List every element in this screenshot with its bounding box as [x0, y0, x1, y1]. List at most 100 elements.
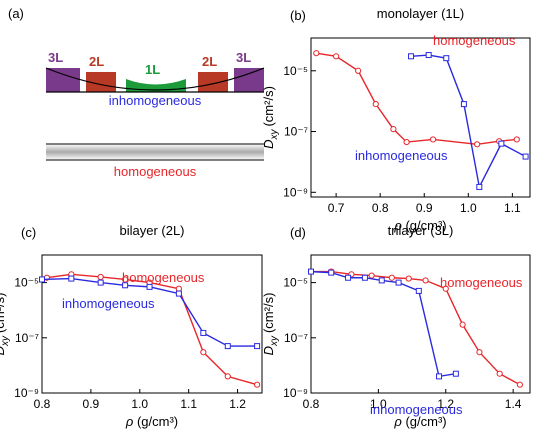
layer-label: 1L	[145, 62, 160, 77]
y-label-subscript: xy	[269, 129, 280, 141]
layer-block	[46, 68, 80, 92]
x-label-unit: (g/cm³)	[137, 414, 178, 429]
x-tick-label: 0.9	[416, 201, 433, 215]
y-label-symbol: D	[261, 140, 276, 149]
y-tick-label: 10⁻⁷	[284, 125, 308, 139]
layer-label: 2L	[202, 54, 217, 69]
y-axis-label: Dxy (cm²/s)	[0, 293, 11, 356]
marker	[200, 349, 207, 356]
series-label: inhomogeneous	[370, 402, 463, 417]
marker	[39, 276, 45, 283]
x-tick-label: 0.7	[328, 201, 345, 215]
marker	[224, 343, 231, 350]
y-axis-label: Dxy (cm²/s)	[261, 86, 280, 149]
marker	[522, 153, 529, 160]
marker	[175, 285, 182, 292]
marker	[513, 136, 520, 143]
marker	[422, 277, 429, 284]
chart-title: bilayer (2L)	[119, 223, 184, 238]
y-tick-label: 10⁻⁹	[14, 386, 39, 400]
layer-label: 3L	[236, 50, 251, 65]
marker	[254, 381, 261, 388]
plot-frame	[310, 254, 531, 394]
y-label-subscript: xy	[269, 335, 280, 347]
marker	[403, 138, 410, 146]
panel-label: (b)	[290, 8, 306, 23]
y-tick-label: 10⁻⁹	[283, 185, 308, 199]
marker	[328, 269, 335, 276]
series-label: inhomogeneous	[62, 296, 155, 311]
x-tick-label: 1.4	[505, 397, 522, 411]
panel-label: (d)	[290, 225, 306, 240]
plot-frame	[310, 37, 531, 198]
marker	[361, 274, 368, 281]
marker	[474, 141, 481, 148]
panel-label: (a)	[8, 6, 24, 21]
series-label: homogeneous	[122, 270, 205, 285]
x-tick-label: 1.0	[370, 397, 387, 411]
panel-label: (c)	[21, 225, 36, 240]
marker	[97, 273, 104, 281]
y-tick-label: 10⁻⁷	[284, 331, 308, 345]
marker	[425, 52, 432, 59]
x-tick-label: 0.8	[372, 201, 389, 215]
marker	[254, 343, 261, 350]
x-tick-label: 1.0	[460, 201, 477, 215]
series-line	[311, 270, 521, 386]
series-line	[46, 273, 258, 386]
x-axis-label: ρ (g/cm³)	[125, 414, 178, 429]
marker	[390, 126, 397, 133]
y-tick-label: 10⁻⁷	[15, 331, 39, 345]
marker	[313, 50, 320, 57]
x-axis-label: ρ (g/cm³)	[393, 414, 446, 429]
marker	[436, 373, 443, 380]
chart-title: trilayer (3L)	[388, 223, 454, 238]
marker	[516, 381, 523, 388]
x-label-symbol: ρ	[125, 414, 134, 429]
marker	[224, 373, 231, 380]
marker	[372, 101, 379, 108]
marker	[429, 136, 437, 143]
y-label-unit: (cm²/s)	[0, 293, 7, 333]
panel: (d) trilayer (3L) 0.8 1.0 1.2 1.4 10⁻⁹ 10⁻⁷ 10⁻⁵…	[261, 223, 531, 429]
caption: homogeneous	[114, 164, 197, 179]
layer-block	[126, 79, 186, 92]
x-label-symbol: ρ	[393, 414, 402, 429]
marker	[388, 274, 395, 281]
slab	[46, 144, 264, 160]
y-label-symbol: D	[0, 346, 7, 355]
layer-block	[234, 68, 264, 92]
surface-curve	[45, 67, 265, 91]
marker	[415, 287, 422, 294]
x-label-unit: (g/cm³)	[405, 414, 446, 429]
x-axis-label: ρ (g/cm³)	[393, 218, 446, 233]
plot-frame	[41, 254, 263, 394]
panel: (c) bilayer (2L) 0.8 0.9 1.0 1.1 1.2 10⁻⁹ 10⁻⁷ 10…	[0, 223, 263, 429]
marker	[122, 276, 129, 283]
x-tick-label: 0.8	[303, 397, 320, 411]
y-tick-label: 10⁻⁹	[283, 386, 308, 400]
y-tick-label: 10⁻⁵	[283, 64, 308, 78]
marker	[97, 279, 104, 286]
marker	[476, 349, 483, 356]
x-tick-label: 1.2	[437, 397, 454, 411]
marker	[368, 272, 375, 279]
marker	[476, 183, 483, 190]
marker	[345, 274, 352, 281]
caption: inhomogeneous	[109, 93, 202, 108]
series-line	[310, 270, 456, 378]
marker	[460, 101, 467, 108]
x-label-unit: (g/cm³)	[405, 218, 446, 233]
x-tick-label: 0.9	[83, 397, 100, 411]
marker	[459, 321, 466, 328]
diagram: (a) 3L 2L 1L 2L 3L inhomogeneous homogen…	[8, 6, 265, 179]
marker	[378, 277, 385, 284]
panel: (b) monolayer (1L) 0.7 0.8 0.9 1.0 1.1 10⁻⁹ 10⁻⁷…	[261, 6, 531, 233]
y-tick-label: 10⁻⁵	[14, 276, 39, 290]
marker	[408, 53, 415, 60]
x-label-symbol: ρ	[393, 218, 402, 233]
layer-block	[198, 72, 228, 92]
marker	[496, 370, 503, 377]
marker	[395, 279, 402, 286]
